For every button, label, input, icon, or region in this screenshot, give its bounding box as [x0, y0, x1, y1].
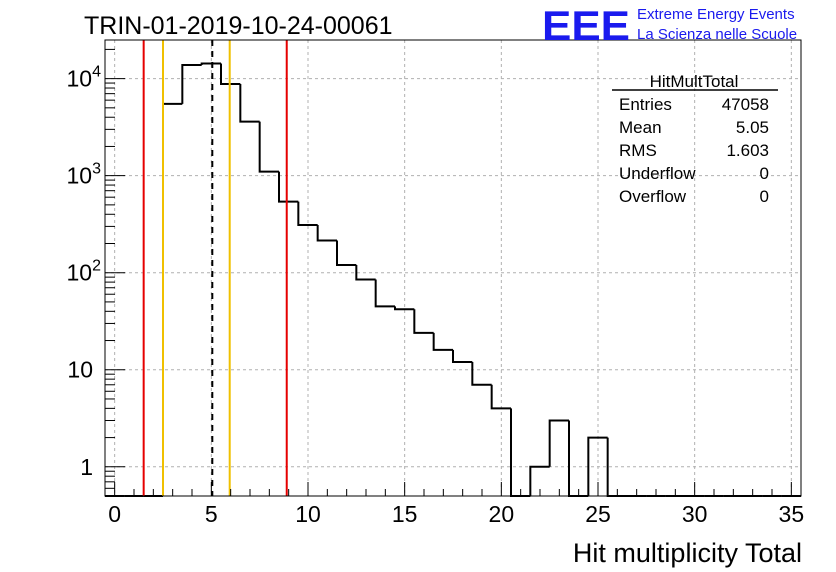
- histogram-bin: [374, 279, 395, 308]
- histogram-bin: [548, 419, 569, 467]
- x-tick-label: 15: [392, 501, 418, 527]
- stats-label-overflow: Overflow: [619, 187, 687, 206]
- histogram-bin: [239, 84, 260, 123]
- stats-label-underflow: Underflow: [619, 164, 696, 183]
- stats-box: HitMultTotal Entries 47058 Mean 5.05 RMS…: [612, 72, 778, 206]
- histogram-bin: [568, 420, 589, 497]
- histogram-bin: [297, 201, 318, 227]
- histogram-bin: [587, 436, 608, 496]
- chart-title: TRIN-01-2019-10-24-00061: [84, 12, 393, 40]
- stats-value-mean: 5.05: [736, 118, 769, 137]
- logo-mark: EEE: [542, 2, 630, 49]
- stats-label-mean: Mean: [619, 118, 662, 137]
- histogram-bin: [432, 332, 453, 351]
- x-tick-label: 5: [205, 501, 218, 527]
- stats-value-entries: 47058: [722, 95, 769, 114]
- stats-value-overflow: 0: [760, 187, 769, 206]
- histogram-bin: [258, 121, 279, 173]
- histogram-bin: [452, 349, 473, 364]
- histogram-bin: [278, 171, 299, 203]
- histogram-bin: [394, 306, 415, 311]
- cut-lines: [142, 40, 288, 496]
- x-axis: 0 5 10 15 20 25 30 35: [108, 482, 804, 527]
- histogram-bin: [471, 362, 492, 386]
- x-tick-label: 30: [682, 501, 708, 527]
- eee-logo: EEE Extreme Energy Events La Scienza nel…: [542, 2, 797, 49]
- histogram-bin: [200, 62, 221, 66]
- y-axis: 1 10 102 103 104: [67, 48, 125, 497]
- stats-label-entries: Entries: [619, 95, 672, 114]
- x-tick-label: 25: [585, 501, 611, 527]
- stats-value-rms: 1.603: [726, 141, 769, 160]
- histogram-bin: [413, 309, 434, 334]
- histogram-bin: [355, 265, 376, 281]
- histogram: [105, 62, 801, 497]
- y-tick-label: 103: [67, 161, 102, 189]
- stats-value-underflow: 0: [760, 164, 769, 183]
- x-tick-label: 20: [489, 501, 515, 527]
- x-tick-label: 0: [108, 501, 121, 527]
- y-tick-label: 10: [67, 357, 93, 383]
- histogram-bin: [316, 225, 337, 242]
- histogram-bin: [162, 102, 183, 496]
- y-tick-label: 102: [67, 258, 102, 286]
- y-tick-label: 104: [67, 64, 102, 92]
- x-axis-label: Hit multiplicity Total: [573, 538, 802, 568]
- y-tick-label: 1: [80, 454, 93, 480]
- histogram-bin: [510, 408, 531, 497]
- logo-line1: Extreme Energy Events: [637, 6, 795, 23]
- histogram-bin: [490, 384, 511, 410]
- histogram-bin: [220, 63, 241, 86]
- histogram-bin: [336, 240, 357, 267]
- x-tick-label: 10: [295, 501, 321, 527]
- histogram-bin: [529, 465, 550, 496]
- x-tick-label: 35: [779, 501, 805, 527]
- plot-frame: [104, 39, 802, 497]
- stats-title: HitMultTotal: [650, 72, 739, 91]
- histogram-bin: [181, 64, 202, 104]
- stats-label-rms: RMS: [619, 141, 657, 160]
- grid-lines: [105, 40, 801, 496]
- logo-line2: La Scienza nelle Scuole: [637, 26, 797, 43]
